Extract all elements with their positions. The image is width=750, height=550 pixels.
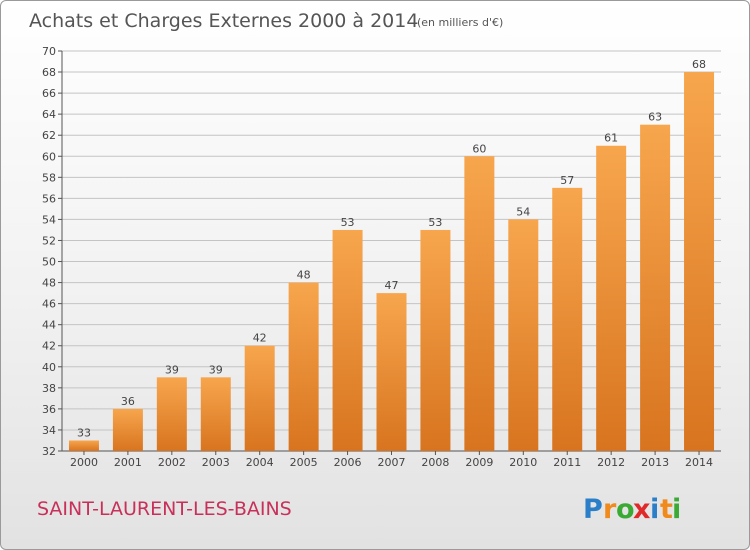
x-tick-label: 2011	[553, 456, 581, 469]
chart-subtitle: (en milliers d'€)	[417, 16, 503, 29]
x-tick-label: 2003	[202, 456, 230, 469]
x-tick-label: 2006	[334, 456, 362, 469]
logo-letter: P	[583, 494, 603, 525]
y-tick-label: 68	[42, 66, 56, 79]
bar-2008	[420, 229, 451, 451]
bar-value-label: 36	[121, 395, 135, 408]
y-tick-label: 64	[42, 108, 56, 121]
bar-value-label: 54	[516, 205, 530, 218]
bar-value-label: 47	[385, 279, 399, 292]
chart-title: Achats et Charges Externes 2000 à 2014	[29, 10, 418, 32]
bar-value-label: 39	[209, 363, 223, 376]
bar-value-label: 39	[165, 363, 179, 376]
x-tick-label: 2013	[641, 456, 669, 469]
bar-2006	[332, 229, 363, 451]
x-tick-label: 2014	[685, 456, 713, 469]
x-axis-ticks: 2000 2001 2002 2003 2004 2005 2006 2007 2008 2009…	[70, 451, 713, 469]
bar-2012	[596, 145, 627, 451]
x-tick-label: 2000	[70, 456, 98, 469]
bar-2013	[640, 124, 671, 452]
commune-name: SAINT-LAURENT-LES-BAINS	[37, 498, 292, 520]
y-tick-label: 70	[42, 45, 56, 58]
bar-value-label: 42	[253, 332, 267, 345]
y-tick-label: 48	[42, 277, 56, 290]
y-tick-label: 58	[42, 171, 56, 184]
bar-value-label: 61	[604, 132, 618, 145]
x-tick-label: 2007	[378, 456, 406, 469]
bar-value-label: 33	[77, 426, 91, 439]
y-axis-ticks: 32 34 36 38 40 42 44 46 48 50 52 54 56 58 60 62 64 66 68 70	[42, 45, 62, 458]
bar-2014	[684, 72, 715, 451]
x-tick-label: 2009	[465, 456, 493, 469]
bar-value-label: 68	[692, 58, 706, 71]
x-tick-label: 2012	[597, 456, 625, 469]
y-tick-label: 60	[42, 150, 56, 163]
bar-value-label: 60	[472, 142, 486, 155]
x-tick-label: 2008	[421, 456, 449, 469]
y-tick-label: 32	[42, 445, 56, 458]
x-tick-label: 2001	[114, 456, 142, 469]
bar-value-label: 63	[648, 111, 662, 124]
y-tick-label: 62	[42, 129, 56, 142]
x-tick-label: 2010	[509, 456, 537, 469]
bar-value-label: 57	[560, 174, 574, 187]
x-tick-label: 2002	[158, 456, 186, 469]
logo-letter: i	[672, 494, 681, 525]
y-tick-label: 54	[42, 213, 56, 226]
y-tick-label: 52	[42, 234, 56, 247]
bar-2001	[112, 408, 143, 451]
y-tick-label: 42	[42, 340, 56, 353]
x-tick-label: 2005	[290, 456, 318, 469]
bar-2003	[200, 377, 231, 451]
bar-value-label: 53	[428, 216, 442, 229]
logo-letter: r	[603, 494, 617, 525]
y-tick-label: 44	[42, 319, 56, 332]
y-tick-label: 34	[42, 424, 56, 437]
bars: 33 36 39 39 42 48 53 47 53 60 54 57 61 63 68	[68, 58, 715, 452]
y-tick-label: 36	[42, 403, 56, 416]
logo-letter: i	[650, 494, 659, 525]
y-tick-label: 66	[42, 87, 56, 100]
bar-value-label: 48	[297, 269, 311, 282]
logo-letter: o	[616, 494, 635, 525]
y-tick-label: 56	[42, 192, 56, 205]
bar-2009	[464, 156, 495, 451]
y-tick-label: 38	[42, 382, 56, 395]
bar-2000	[68, 440, 99, 451]
y-tick-label: 50	[42, 256, 56, 269]
bar-2011	[552, 187, 583, 451]
y-tick-label: 46	[42, 298, 56, 311]
bar-2004	[244, 345, 275, 451]
bar-2002	[156, 377, 187, 451]
x-tick-label: 2004	[246, 456, 274, 469]
bar-2010	[508, 219, 539, 451]
logo-letter: x	[633, 494, 650, 525]
y-tick-label: 40	[42, 361, 56, 374]
bar-2007	[376, 293, 407, 451]
bar-value-label: 53	[341, 216, 355, 229]
bar-2005	[288, 282, 319, 451]
logo-letter: t	[660, 494, 673, 525]
